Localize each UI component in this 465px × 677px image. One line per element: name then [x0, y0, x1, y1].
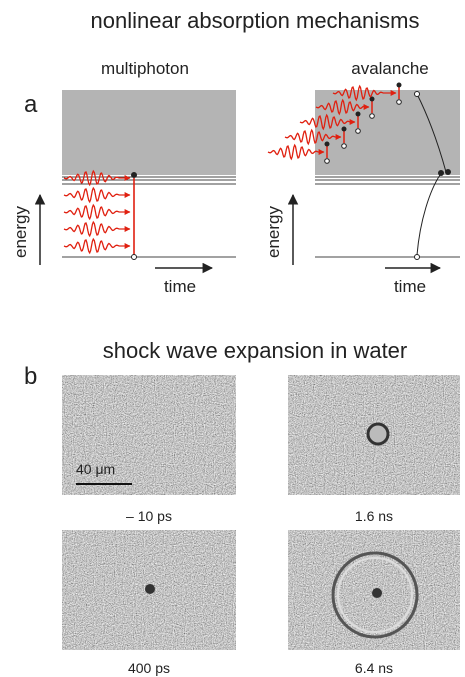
hole: [131, 254, 137, 260]
hole: [341, 143, 347, 149]
frame-caption: – 10 ps: [126, 508, 172, 524]
pulse: [299, 113, 351, 131]
hole: [414, 254, 420, 260]
electron: [341, 126, 347, 132]
electron: [131, 172, 137, 178]
diagram-title: multiphoton: [101, 59, 189, 78]
hole: [414, 91, 420, 97]
electron: [324, 141, 330, 147]
panel-a-title: nonlinear absorption mechanisms: [91, 8, 420, 33]
bubble: [145, 584, 155, 594]
diagram-title: avalanche: [351, 59, 429, 78]
frame-caption: 6.4 ns: [355, 660, 393, 676]
x-label: time: [394, 277, 426, 296]
hole: [324, 158, 330, 164]
frame-caption: 400 ps: [128, 660, 170, 676]
panel-b-title: shock wave expansion in water: [103, 338, 408, 363]
y-label: energy: [11, 206, 30, 258]
pulse: [332, 84, 384, 102]
bubble: [372, 588, 382, 598]
frame-image: [62, 375, 236, 495]
pulse: [63, 203, 120, 221]
pulse: [284, 128, 336, 146]
electron: [438, 170, 444, 176]
pulse: [267, 143, 319, 161]
electron: [396, 82, 402, 88]
electron: [445, 169, 451, 175]
pulse: [63, 237, 120, 255]
pulse: [63, 220, 120, 238]
panel-label: b: [24, 363, 37, 390]
laser-pulses: [63, 82, 402, 255]
electron: [355, 111, 361, 117]
panel-label: a: [24, 91, 38, 118]
multiphoton-diagram: energy time: [11, 90, 236, 296]
frame-caption: 1.6 ns: [355, 508, 393, 524]
pulse: [315, 98, 367, 116]
path: [416, 93, 447, 173]
conduction-band: [62, 90, 236, 175]
shock-front: [331, 551, 419, 639]
x-label: time: [164, 277, 196, 296]
hole: [369, 113, 375, 119]
conduction-band: [315, 90, 460, 175]
path: [416, 174, 441, 256]
hole: [355, 128, 361, 134]
avalanche-diagram: energy time: [264, 90, 460, 296]
y-label: energy: [264, 206, 283, 258]
shock-front: [337, 557, 413, 633]
bubble: [366, 422, 390, 446]
scale-bar-label: 40 μm: [76, 461, 115, 477]
pulse: [63, 186, 120, 204]
pulse: [63, 169, 120, 187]
hole: [396, 99, 402, 105]
electron: [369, 96, 375, 102]
